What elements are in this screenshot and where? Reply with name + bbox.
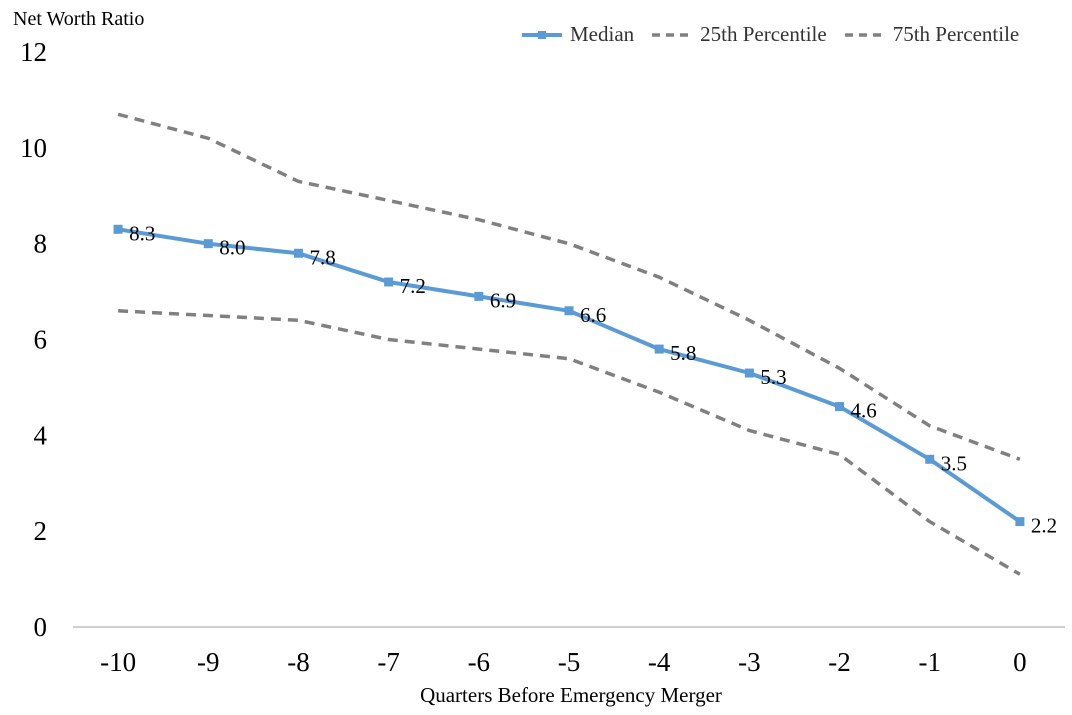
data-label: 5.3 [760,365,786,389]
series-median-point [384,277,394,287]
series-25th-percentile-line [118,309,1021,576]
series-median-point [564,306,574,316]
data-label: 2.2 [1031,514,1057,538]
x-tick-label: -6 [468,647,491,677]
legend-label-25th: 25th Percentile [700,22,827,46]
data-label: 7.2 [400,274,426,298]
legend-item-75th: 75th Percentile [843,22,1020,47]
x-tick-label: -1 [918,647,941,677]
x-tick-label: -4 [648,647,671,677]
data-label: 6.6 [580,303,606,327]
series-median-point [925,454,935,464]
series-median-point [654,344,664,354]
legend: Median 25th Percentile 75th Percentile [520,22,1019,47]
series-median-point [835,402,845,412]
x-tick-label: -5 [558,647,581,677]
series-median-point [1015,517,1025,527]
series-median-point [293,248,303,258]
series-layer [113,112,1025,576]
x-tick-label: -2 [828,647,851,677]
y-tick-label: 12 [20,37,47,67]
series-median-point [744,368,754,378]
y-tick-label: 10 [20,133,47,163]
legend-item-25th: 25th Percentile [650,22,827,47]
legend-swatch-75th [844,32,885,37]
y-tick-label: 0 [34,612,48,642]
legend-swatch-25th [652,32,693,37]
data-label: 8.0 [219,236,245,260]
y-tick-label: 8 [34,229,48,259]
data-label: 4.6 [851,399,877,423]
legend-label-75th: 75th Percentile [892,22,1020,46]
legend-item-median: Median [520,22,634,47]
series-median-point [474,291,484,301]
legend-swatch-median [522,30,562,39]
x-axis-title: Quarters Before Emergency Merger [420,683,722,707]
x-tick-label: -7 [377,647,400,677]
x-tick-label: -3 [738,647,761,677]
series-median-point [113,224,123,234]
x-tick-label: -10 [100,647,136,677]
series-median-point [203,239,213,249]
data-label: 8.3 [129,221,155,245]
data-label: 5.8 [670,341,696,365]
data-labels: 8.3 8.0 7.8 7.2 6.9 6.6 5.8 5.3 4.6 3.5 2.2 [129,221,1057,537]
x-tick-label: -9 [197,647,220,677]
data-label: 6.9 [490,288,516,312]
x-tick-label: 0 [1013,647,1027,677]
y-tick-label: 4 [34,420,48,450]
x-tick-label: -8 [287,647,310,677]
data-label: 3.5 [941,451,967,475]
series-median-line [117,227,1022,524]
y-axis-title: Net Worth Ratio [13,8,145,30]
y-tick-label: 6 [34,325,48,355]
legend-label-median: Median [570,22,635,46]
y-tick-label: 2 [34,516,48,546]
data-label: 7.8 [309,245,335,269]
series-75th-percentile-line [117,112,1021,461]
